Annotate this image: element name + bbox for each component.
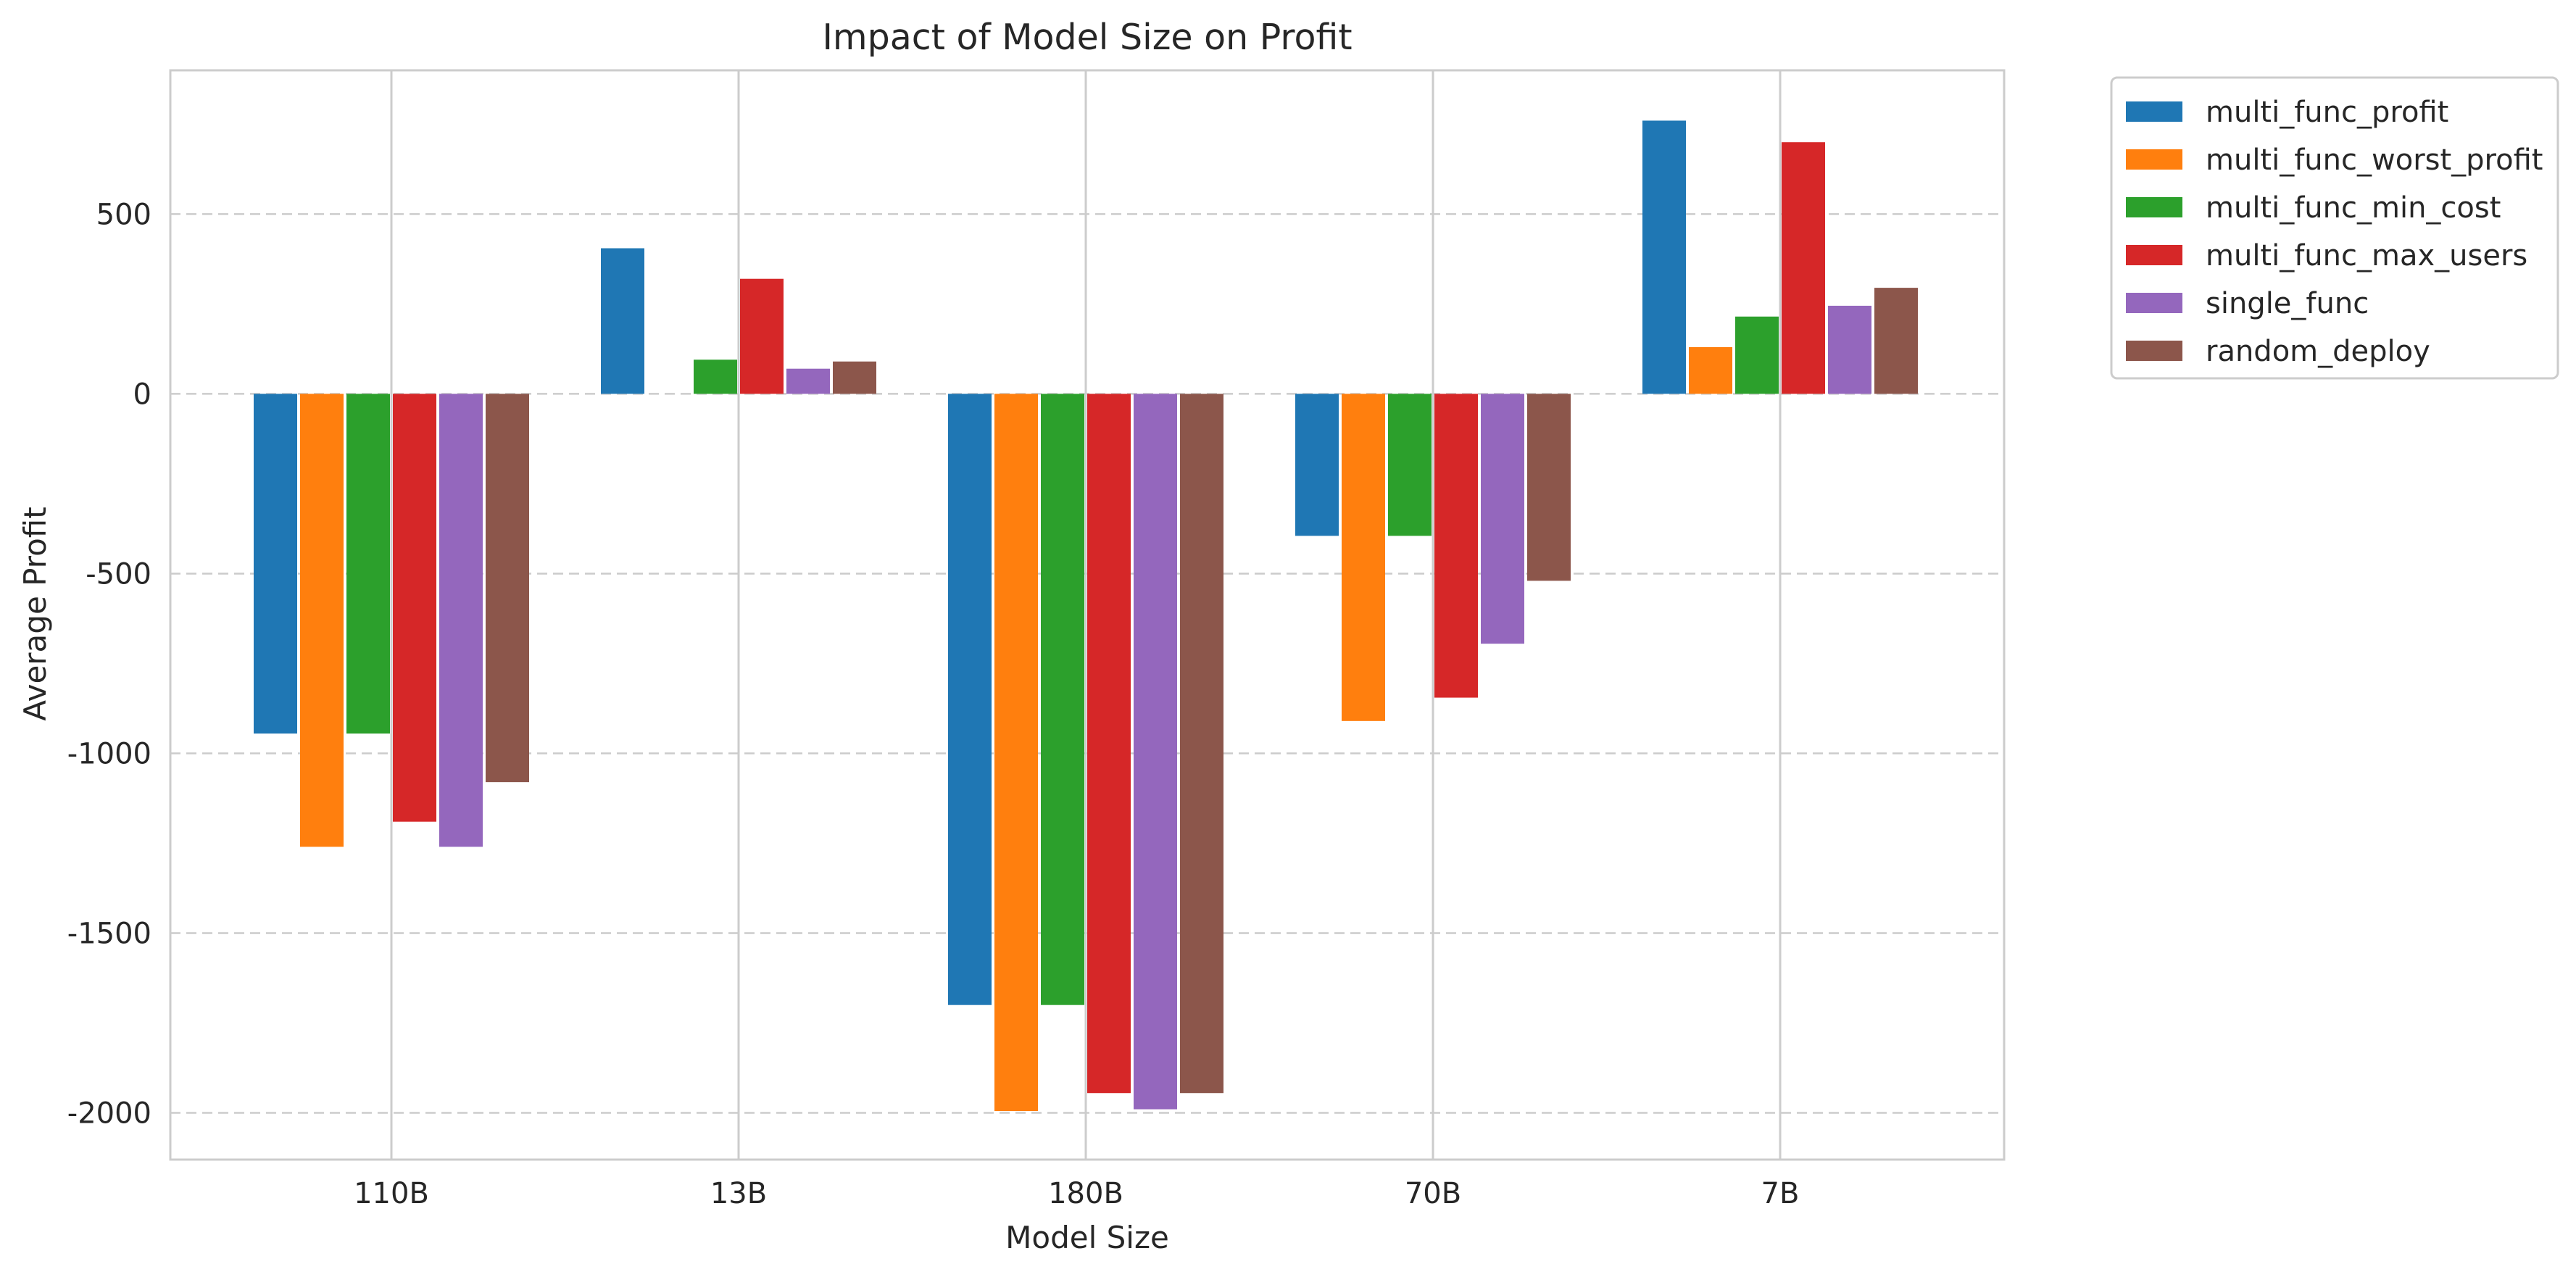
y-tick-label: -1000: [67, 737, 151, 770]
x-tick-label: 110B: [354, 1177, 429, 1210]
tick-labels: 500 0 -500 -1000 -1500 -2000 110B 13B 180B 70B 7B: [67, 198, 1800, 1210]
y-tick-label: 0: [133, 378, 151, 411]
x-tick-label: 13B: [710, 1177, 767, 1210]
bars: [254, 120, 1918, 1112]
bar-multi_func_min_cost-110B: [346, 394, 390, 734]
legend-label-multi_func_profit: multi_func_profit: [2206, 96, 2448, 129]
legend-swatch-random_deploy: [2126, 341, 2182, 361]
bar-multi_func_min_cost-13B: [694, 359, 737, 394]
x-axis-label: Model Size: [1005, 1220, 1169, 1255]
x-tick-label: 180B: [1048, 1177, 1123, 1210]
x-tick-label: 7B: [1761, 1177, 1800, 1210]
bar-multi_func_profit-180B: [948, 394, 992, 1005]
plot-frame: [169, 69, 2006, 1161]
y-tick-label: -500: [86, 557, 151, 591]
bar-single_func-70B: [1481, 394, 1524, 644]
bar-single_func-7B: [1828, 305, 1871, 394]
legend-swatch-multi_func_min_cost: [2126, 197, 2182, 217]
legend-label-single_func: single_func: [2206, 287, 2369, 320]
legend-swatch-single_func: [2126, 293, 2182, 313]
legend-label-multi_func_min_cost: multi_func_min_cost: [2206, 191, 2501, 225]
bar-random_deploy-180B: [1180, 394, 1223, 1094]
bar-multi_func_max_users-70B: [1434, 394, 1478, 698]
bar-multi_func_worst_profit-110B: [300, 394, 344, 847]
bar-random_deploy-13B: [833, 361, 876, 394]
bar-multi_func_profit-70B: [1295, 394, 1339, 536]
bar-single_func-13B: [786, 368, 830, 394]
x-tick-label: 70B: [1405, 1177, 1461, 1210]
legend-label-multi_func_worst_profit: multi_func_worst_profit: [2206, 143, 2543, 177]
bar-multi_func_profit-7B: [1642, 120, 1686, 394]
bar-random_deploy-70B: [1527, 394, 1571, 581]
bar-single_func-110B: [439, 394, 483, 847]
bar-multi_func_max_users-180B: [1087, 394, 1131, 1094]
bar-single_func-180B: [1134, 394, 1177, 1110]
bar-multi_func_max_users-110B: [393, 394, 436, 822]
legend-frame: [2110, 76, 2559, 380]
bar-multi_func_profit-110B: [254, 394, 297, 734]
y-tick-label: 500: [96, 198, 151, 231]
bar-multi_func_profit-13B: [601, 248, 644, 394]
legend-label-multi_func_max_users: multi_func_max_users: [2206, 239, 2527, 273]
bar-multi_func_worst_profit-180B: [994, 394, 1038, 1112]
bar-multi_func_min_cost-70B: [1388, 394, 1432, 536]
bar-multi_func_max_users-13B: [740, 278, 784, 394]
y-tick-label: -2000: [67, 1097, 151, 1131]
legend-swatch-multi_func_worst_profit: [2126, 149, 2182, 170]
legend-label-random_deploy: random_deploy: [2206, 335, 2430, 368]
legend: multi_func_profit multi_func_worst_profit…: [2110, 76, 2559, 380]
bar-multi_func_worst_profit-7B: [1689, 346, 1732, 394]
legend-swatch-multi_func_max_users: [2126, 245, 2182, 265]
y-axis-label: Average Profit: [17, 507, 53, 720]
bar-multi_func_worst_profit-70B: [1342, 394, 1385, 721]
bar-multi_func_min_cost-7B: [1735, 316, 1779, 394]
bar-random_deploy-110B: [486, 394, 529, 783]
bar-multi_func_max_users-7B: [1782, 142, 1825, 394]
chart-title: Impact of Model Size on Profit: [822, 17, 1352, 58]
legend-swatch-multi_func_profit: [2126, 101, 2182, 122]
bar-random_deploy-7B: [1874, 288, 1918, 394]
bar-multi_func_min_cost-180B: [1041, 394, 1084, 1005]
y-tick-label: -1500: [67, 917, 151, 950]
